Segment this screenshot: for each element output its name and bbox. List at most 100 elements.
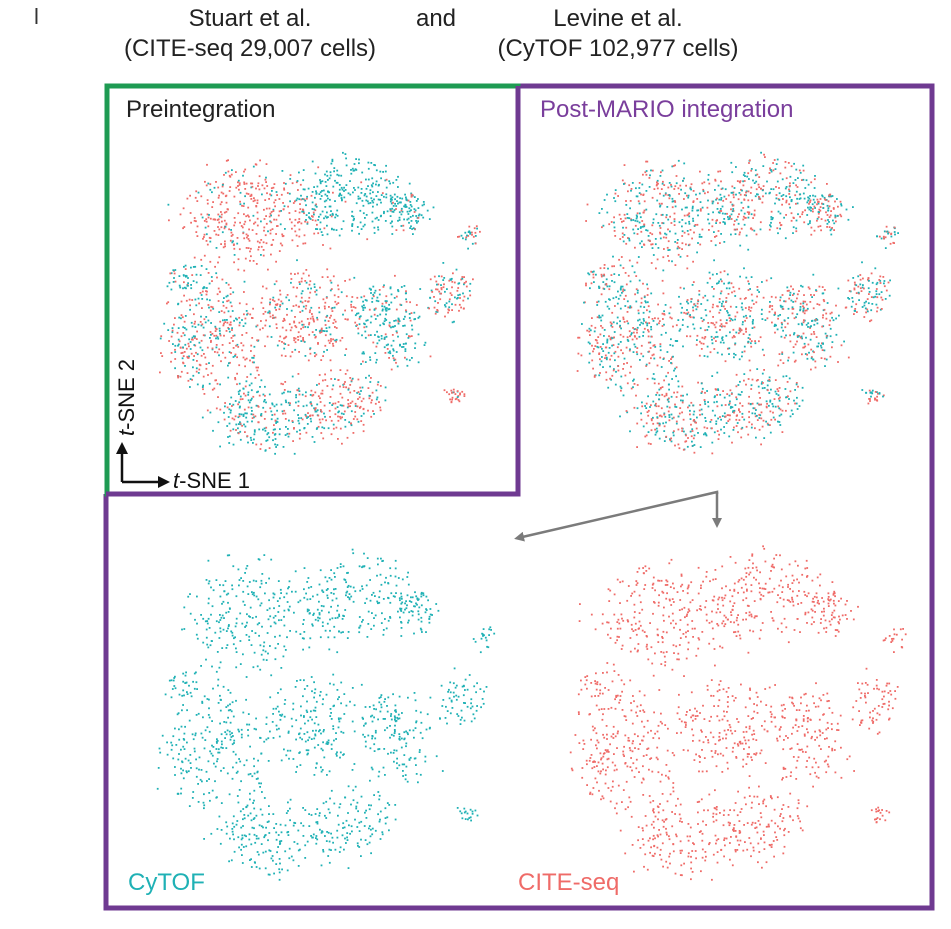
cell-point — [333, 318, 336, 321]
cell-point — [656, 199, 659, 202]
cell-point — [260, 245, 263, 248]
cell-point — [217, 287, 220, 290]
cell-point — [172, 281, 175, 283]
cell-point — [283, 596, 286, 599]
cell-point — [239, 405, 241, 408]
cell-point — [750, 306, 753, 309]
cell-point — [603, 273, 605, 276]
cell-point — [763, 354, 765, 357]
cell-point — [613, 352, 616, 355]
cell-point — [410, 205, 413, 208]
cell-point — [240, 413, 243, 416]
cell-point — [829, 229, 832, 232]
cell-point — [326, 224, 328, 227]
cell-point — [667, 194, 670, 196]
cell-point — [221, 231, 224, 234]
cell-point — [232, 291, 235, 294]
cell-point — [720, 280, 723, 283]
cell-point — [352, 306, 355, 308]
cell-point — [701, 390, 703, 393]
cell-point — [622, 316, 625, 319]
cell-point — [238, 188, 240, 191]
cell-point — [829, 319, 831, 322]
cell-point — [192, 359, 195, 361]
cell-point — [801, 285, 804, 288]
cell-point — [222, 192, 225, 195]
cell-point — [248, 239, 251, 242]
cell-point — [208, 382, 211, 385]
cell-point — [756, 289, 759, 291]
cell-point — [652, 344, 655, 347]
cell-point — [309, 637, 312, 640]
cell-point — [247, 441, 249, 444]
cell-point — [194, 734, 197, 737]
cell-point — [415, 220, 417, 222]
cell-point — [279, 305, 281, 308]
cell-point — [300, 296, 303, 299]
cell-point — [375, 389, 378, 392]
cell-point — [719, 416, 721, 418]
cell-point — [239, 395, 242, 398]
cell-point — [730, 161, 733, 164]
cell-point — [228, 342, 231, 344]
cell-point — [400, 607, 403, 610]
cell-point — [669, 306, 672, 309]
cell-point — [867, 302, 870, 305]
cell-point — [362, 430, 365, 433]
cell-point — [660, 333, 663, 336]
cell-point — [200, 315, 202, 318]
cell-point — [750, 213, 753, 216]
cell-point — [242, 387, 245, 390]
cell-point — [250, 382, 253, 385]
cell-point — [829, 335, 832, 338]
cell-point — [448, 393, 451, 396]
cell-point — [696, 334, 699, 337]
cell-point — [622, 368, 624, 370]
cell-point — [623, 183, 625, 185]
cell-point — [334, 402, 337, 405]
cell-point — [350, 424, 353, 427]
cell-point — [677, 443, 680, 446]
cell-point — [627, 306, 630, 309]
cell-point — [359, 197, 362, 200]
cell-point — [329, 247, 332, 250]
cell-point — [278, 308, 281, 311]
cell-point — [389, 287, 392, 290]
cell-point — [692, 309, 695, 312]
cell-point — [238, 579, 241, 581]
cell-point — [452, 388, 455, 391]
cell-point — [375, 195, 378, 197]
cell-point — [319, 397, 321, 400]
cell-point — [321, 589, 324, 592]
cell-point — [365, 325, 368, 328]
cell-point — [814, 360, 817, 363]
cell-point — [276, 444, 279, 446]
cell-point — [728, 281, 731, 284]
cell-point — [757, 385, 760, 388]
cell-point — [601, 356, 603, 358]
cell-point — [259, 586, 262, 589]
cell-point — [396, 200, 398, 202]
cell-point — [385, 335, 388, 338]
cell-point — [414, 347, 416, 349]
cell-point — [777, 364, 780, 367]
cell-point — [791, 294, 794, 296]
cell-point — [413, 311, 416, 314]
cell-point — [176, 331, 179, 334]
cell-point — [835, 304, 837, 307]
cell-point — [677, 245, 680, 248]
cell-point — [689, 430, 692, 433]
cell-point — [352, 418, 355, 420]
cell-point — [759, 414, 762, 417]
cell-point — [330, 369, 332, 372]
cell-point — [399, 303, 402, 306]
cell-point — [666, 351, 669, 353]
cell-point — [435, 280, 438, 283]
cell-point — [352, 191, 354, 194]
cell-point — [309, 598, 312, 600]
cell-point — [715, 235, 718, 237]
cell-point — [817, 225, 820, 228]
cell-point — [649, 232, 652, 234]
cell-point — [741, 355, 743, 358]
cell-point — [397, 610, 399, 613]
